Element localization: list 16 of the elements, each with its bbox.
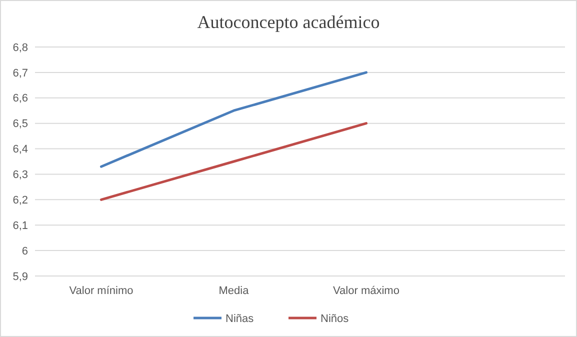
legend-label: Niños (320, 312, 350, 325)
y-tick-label: 5,9 (12, 270, 28, 283)
legend-label: Niñas (226, 312, 254, 325)
x-tick-label: Media (218, 285, 250, 297)
y-tick-label: 6,8 (12, 42, 28, 54)
chart-title: Autoconcepto académico (197, 12, 380, 32)
y-tick-label: 6,5 (12, 118, 28, 130)
y-tick-label: 6 (22, 245, 28, 258)
y-tick-label: 6,2 (12, 194, 28, 207)
y-tick-label: 6,1 (12, 220, 28, 232)
y-tick-label: 6,3 (12, 169, 28, 182)
x-tick-label: Valor mínimo (69, 285, 134, 297)
y-tick-label: 6,6 (12, 92, 28, 105)
y-tick-label: 6,7 (12, 67, 28, 80)
x-tick-label: Valor máximo (333, 285, 400, 297)
y-tick-label: 6,4 (12, 144, 28, 156)
